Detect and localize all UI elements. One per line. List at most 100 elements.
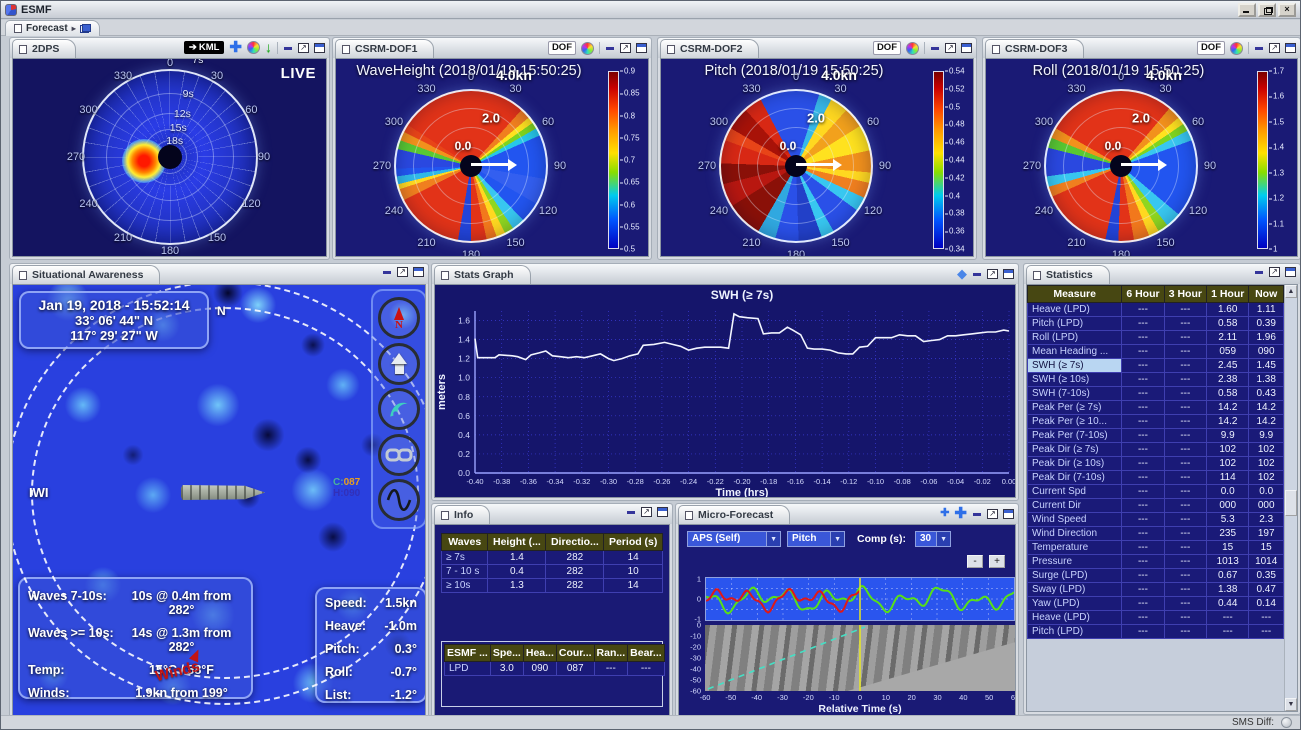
table-row[interactable]: Wind Speed --- --- 5.3 2.3 <box>1027 512 1284 527</box>
detach-icon[interactable]: ↗ <box>1269 43 1280 53</box>
pin-arrow-icon[interactable]: ▸ <box>71 24 76 33</box>
color-wheel-icon[interactable] <box>247 41 260 54</box>
tab-info[interactable]: Info <box>434 505 491 524</box>
minimize-icon[interactable] <box>605 43 615 53</box>
table-row[interactable]: LPD 3.0 090 087 --- --- <box>444 661 665 676</box>
table-row[interactable]: Pressure --- --- 1013 1014 <box>1027 554 1284 569</box>
detach-icon[interactable]: ↗ <box>1269 267 1280 277</box>
table-row[interactable]: Peak Per (≥ 10... --- --- 14.2 14.2 <box>1027 414 1284 429</box>
minimize-icon[interactable] <box>1254 43 1264 53</box>
detach-icon[interactable]: ↗ <box>397 267 408 277</box>
table-row[interactable]: Wind Direction --- --- 235 197 <box>1027 526 1284 541</box>
table-row[interactable]: ≥ 10s 1.3 282 14 <box>440 578 663 593</box>
zoom-in-button[interactable]: + <box>989 555 1005 568</box>
table-row[interactable]: Heave (LPD) --- --- 1.60 1.11 <box>1027 302 1284 317</box>
heading-up-button[interactable] <box>378 342 420 385</box>
table-row[interactable]: Current Spd --- --- 0.0 0.0 <box>1027 484 1284 499</box>
maximize-icon[interactable] <box>1285 43 1296 53</box>
tab-forecast[interactable]: Forecast ▸ <box>5 20 100 36</box>
table-row[interactable]: Roll (LPD) --- --- 2.11 1.96 <box>1027 330 1284 345</box>
window-minimize-button[interactable] <box>1238 2 1256 17</box>
add-small-icon[interactable]: ✚ <box>940 507 950 519</box>
tab-csrm-dof1[interactable]: CSRM-DOF1 <box>335 39 435 58</box>
table-row[interactable]: Current Dir --- --- 000 000 <box>1027 498 1284 513</box>
maximize-icon[interactable] <box>961 43 972 53</box>
zoom-out-button[interactable]: - <box>967 555 983 568</box>
table-row[interactable]: Temperature --- --- 15 15 <box>1027 540 1284 555</box>
detach-icon[interactable]: ↗ <box>987 268 998 279</box>
color-wheel-icon[interactable] <box>906 41 919 55</box>
dof-button[interactable]: DOF <box>1196 41 1225 55</box>
table-row[interactable]: Peak Per (7-10s) --- --- 9.9 9.9 <box>1027 428 1284 443</box>
wave-map[interactable]: IWI C:087 H:090 Waves 7-10s: 10s @ 0.4m f… <box>13 285 425 715</box>
table-row[interactable]: Pitch (LPD) --- --- 0.58 0.39 <box>1027 316 1284 331</box>
table-row[interactable]: Peak Dir (7-10s) --- --- 114 102 <box>1027 470 1284 485</box>
color-wheel-icon[interactable] <box>581 41 594 55</box>
table-row[interactable]: Mean Heading ... --- --- 059 090 <box>1027 344 1284 359</box>
detach-icon[interactable]: ↗ <box>987 508 998 519</box>
table-row[interactable]: SWH (7-10s) --- --- 0.58 0.43 <box>1027 386 1284 401</box>
minimize-icon[interactable] <box>626 507 636 517</box>
window-restore-button[interactable] <box>1258 2 1276 17</box>
download-icon[interactable]: ↓ <box>265 39 272 55</box>
minimize-icon[interactable] <box>1254 267 1264 277</box>
table-row[interactable]: ≥ 7s 1.4 282 14 <box>440 550 663 565</box>
scrollbar-thumb[interactable] <box>1285 490 1297 516</box>
minimize-icon[interactable] <box>972 509 982 519</box>
chevron-down-icon[interactable]: ▼ <box>766 532 780 546</box>
minimize-icon[interactable] <box>930 43 940 53</box>
maximize-icon[interactable] <box>1003 508 1014 519</box>
tab-micro-forecast[interactable]: Micro-Forecast <box>678 505 791 524</box>
dof-button[interactable]: DOF <box>547 41 576 55</box>
source-select[interactable]: APS (Self) ▼ <box>687 531 781 547</box>
table-row[interactable]: 7 - 10 s 0.4 282 10 <box>440 564 663 579</box>
table-row[interactable]: Peak Per (≥ 7s) --- --- 14.2 14.2 <box>1027 400 1284 415</box>
signal-button[interactable] <box>378 479 420 521</box>
tab-situational-awareness[interactable]: Situational Awareness <box>12 265 161 284</box>
maximize-icon[interactable] <box>657 507 668 517</box>
table-row[interactable]: Sway (LPD) --- --- 1.38 0.47 <box>1027 582 1284 597</box>
maximize-icon[interactable] <box>413 267 424 277</box>
comp-select[interactable]: 30 ▼ <box>915 531 951 547</box>
maximize-icon[interactable] <box>636 43 647 53</box>
kml-export-button[interactable]: ➔ KML <box>183 41 225 54</box>
dof-select[interactable]: Pitch ▼ <box>787 531 845 547</box>
tab-2dps[interactable]: 2DPS <box>12 39 77 58</box>
dof-button[interactable]: DOF <box>872 41 901 55</box>
chevron-down-icon[interactable]: ▼ <box>936 532 950 546</box>
detach-icon[interactable]: ↗ <box>945 43 956 53</box>
table-row[interactable]: Peak Dir (≥ 7s) --- --- 102 102 <box>1027 442 1284 457</box>
detach-icon[interactable]: ↗ <box>641 507 652 517</box>
statistics-scrollbar[interactable]: ▲ ▼ <box>1284 285 1297 711</box>
minimize-icon[interactable] <box>283 43 293 53</box>
table-row[interactable]: Heave (LPD) --- --- --- --- <box>1027 610 1284 625</box>
link-button[interactable] <box>378 433 420 476</box>
compass-button[interactable]: N <box>378 297 420 339</box>
table-row[interactable]: Yaw (LPD) --- --- 0.44 0.14 <box>1027 596 1284 611</box>
tab-statistics[interactable]: Statistics <box>1026 265 1110 284</box>
tab-stats-graph[interactable]: Stats Graph <box>434 265 531 284</box>
color-wheel-icon[interactable] <box>1230 41 1243 55</box>
navigate-icon[interactable]: ◆ <box>957 266 967 281</box>
detach-icon[interactable]: ↗ <box>298 42 309 53</box>
window-close-button[interactable]: × <box>1278 2 1296 17</box>
detach-icon[interactable]: ↗ <box>620 43 631 53</box>
chevron-down-icon[interactable]: ▼ <box>830 532 844 546</box>
table-row[interactable]: Peak Dir (≥ 10s) --- --- 102 102 <box>1027 456 1284 471</box>
add-icon[interactable]: ✚ <box>954 505 967 522</box>
add-icon[interactable]: ✚ <box>229 39 242 56</box>
minimize-icon[interactable] <box>972 269 982 279</box>
table-row[interactable]: SWH (≥ 10s) --- --- 2.38 1.38 <box>1027 372 1284 387</box>
maximize-icon[interactable] <box>1003 268 1014 279</box>
maximize-icon[interactable] <box>1285 267 1296 277</box>
table-row[interactable]: Surge (LPD) --- --- 0.67 0.35 <box>1027 568 1284 583</box>
wave-layer-button[interactable] <box>378 388 420 430</box>
table-row[interactable]: Pitch (LPD) --- --- --- --- <box>1027 624 1284 639</box>
tab-csrm-dof2[interactable]: CSRM-DOF2 <box>660 39 760 58</box>
detach-windows-icon[interactable] <box>79 24 91 33</box>
scroll-down-button[interactable]: ▼ <box>1285 698 1297 711</box>
maximize-icon[interactable] <box>314 42 325 53</box>
table-row[interactable]: SWH (≥ 7s) --- --- 2.45 1.45 <box>1027 358 1284 373</box>
tab-csrm-dof3[interactable]: CSRM-DOF3 <box>985 39 1085 58</box>
minimize-icon[interactable] <box>382 267 392 277</box>
